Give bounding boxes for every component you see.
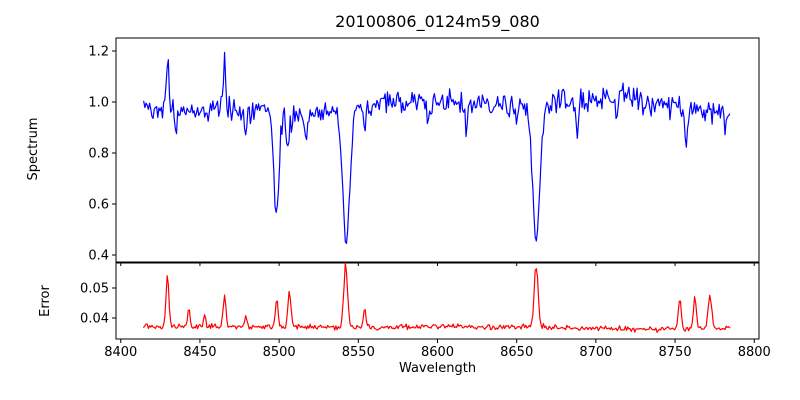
spectrum-panel-frame xyxy=(115,37,760,263)
spectrum-y-tick-label: 0.8 xyxy=(88,146,109,161)
x-tick-label: 8800 xyxy=(738,345,771,360)
spectrum-y-tick-label: 0.4 xyxy=(88,248,109,263)
error-line xyxy=(143,262,731,333)
spectrum-line xyxy=(143,51,731,245)
x-tick-label: 8700 xyxy=(579,345,612,360)
spectrum-y-tick-label: 0.6 xyxy=(88,197,109,212)
x-tick-label: 8750 xyxy=(659,345,692,360)
spectrum-y-tick-label: 1.0 xyxy=(88,96,109,111)
error-y-tick-label: 0.05 xyxy=(80,281,109,296)
error-y-tick-label: 0.04 xyxy=(80,311,109,326)
x-axis-label: Wavelength xyxy=(398,361,477,376)
x-tick-label: 8550 xyxy=(342,345,375,360)
spectrum-y-tick-label: 1.2 xyxy=(88,45,109,60)
chart-title: 20100806_0124m59_080 xyxy=(335,12,540,31)
x-tick-label: 8400 xyxy=(104,345,137,360)
x-tick-label: 8650 xyxy=(500,345,533,360)
x-tick-label: 8600 xyxy=(421,345,454,360)
x-tick-label: 8500 xyxy=(263,345,296,360)
x-tick-label: 8450 xyxy=(183,345,216,360)
